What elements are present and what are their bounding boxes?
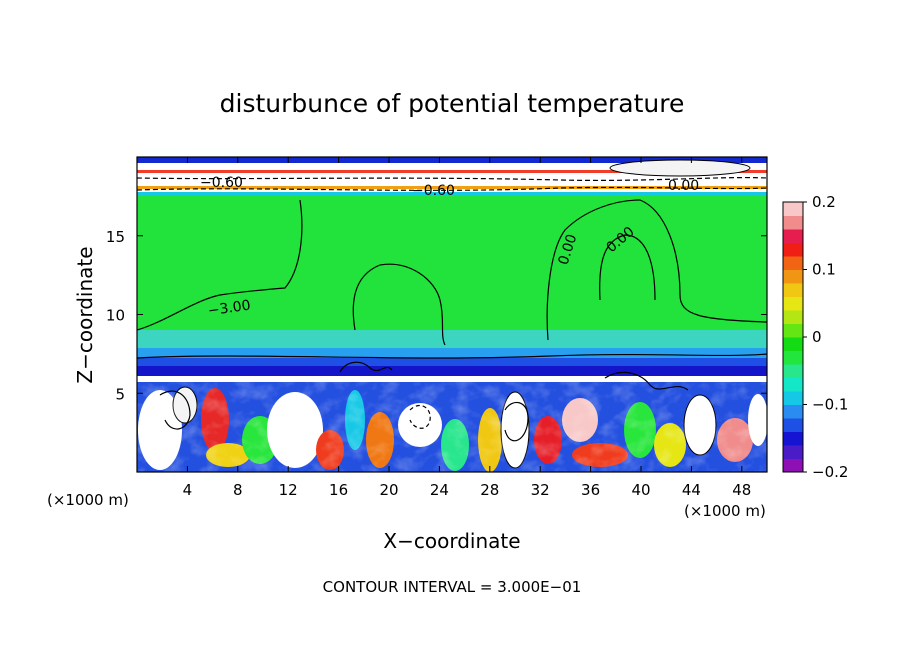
colorbar-tick-label: −0.1 bbox=[812, 396, 848, 414]
mid-band-cyan bbox=[137, 330, 767, 350]
contour-label: −0.60 bbox=[200, 175, 243, 191]
colorbar-swatch bbox=[783, 242, 803, 257]
upper-band-blue bbox=[137, 157, 767, 165]
texture-overlay bbox=[137, 382, 767, 472]
x-tick-label: 48 bbox=[732, 481, 751, 499]
contour-interval-note: CONTOUR INTERVAL = 3.000E−01 bbox=[323, 578, 582, 596]
x-tick-label: 12 bbox=[279, 481, 298, 499]
mid-band-white bbox=[137, 376, 767, 382]
x-tick-label: 44 bbox=[682, 481, 701, 499]
y-tick-label: 10 bbox=[106, 307, 125, 325]
mid-band-blue bbox=[137, 358, 767, 368]
contour-lines bbox=[137, 176, 767, 442]
upper-band-orange bbox=[137, 186, 767, 189]
chart-title: disturbunce of potential temperature bbox=[220, 89, 685, 118]
x-tick-label: 4 bbox=[183, 481, 193, 499]
colorbar-swatch bbox=[783, 350, 803, 365]
x-axis-label: X−coordinate bbox=[383, 529, 520, 553]
x-unit-left: (×1000 m) bbox=[47, 491, 129, 509]
colorbar-swatch bbox=[783, 229, 803, 243]
colorbar-swatch bbox=[783, 215, 803, 230]
upper-band-cyan bbox=[137, 192, 767, 196]
colorbar-tick-label: −0.2 bbox=[812, 463, 848, 481]
colorbar-swatch bbox=[783, 323, 803, 338]
contour-label: −3.00 bbox=[207, 297, 252, 319]
colorbar-swatch bbox=[783, 337, 803, 351]
colorbar-swatch bbox=[783, 431, 803, 446]
upper-band-red bbox=[137, 170, 767, 173]
x-tick-label: 36 bbox=[581, 481, 600, 499]
y-tick-label: 15 bbox=[106, 228, 125, 246]
x-tick-label: 28 bbox=[480, 481, 499, 499]
x-tick-label: 16 bbox=[329, 481, 348, 499]
x-tick-label: 8 bbox=[233, 481, 243, 499]
x-unit-right: (×1000 m) bbox=[684, 502, 766, 520]
colorbar-swatch bbox=[783, 269, 803, 284]
x-tick-label: 24 bbox=[430, 481, 449, 499]
colorbar-swatch bbox=[783, 310, 803, 324]
mid-band-darkblue bbox=[137, 366, 767, 376]
x-tick-label: 20 bbox=[379, 481, 398, 499]
colorbar-swatch bbox=[783, 202, 803, 216]
colorbar-tick-label: 0.1 bbox=[812, 261, 836, 279]
colorbar-swatch bbox=[783, 296, 803, 311]
colorbar-swatch bbox=[783, 458, 803, 473]
colorbar-swatch bbox=[783, 256, 803, 270]
colorbar-swatch bbox=[783, 445, 803, 459]
colorbar-swatch bbox=[783, 377, 803, 392]
y-tick-label: 5 bbox=[115, 385, 125, 403]
y-axis: 5 10 15 bbox=[106, 228, 767, 403]
y-axis-label: Z−coordinate bbox=[73, 246, 97, 383]
colorbar-swatch bbox=[783, 404, 803, 419]
colorbar-swatch bbox=[783, 418, 803, 432]
colorbar-tick-label: 0 bbox=[812, 328, 822, 346]
x-tick-label: 32 bbox=[531, 481, 550, 499]
colorbar: 0.2 0.1 0 −0.1 −0.2 bbox=[782, 193, 848, 481]
contour-label: −0.60 bbox=[412, 183, 455, 199]
x-tick-label: 40 bbox=[631, 481, 650, 499]
colorbar-swatch bbox=[783, 391, 803, 405]
colorbar-swatch bbox=[783, 364, 803, 378]
x-axis: 4 8 12 16 20 24 28 32 36 40 44 48 bbox=[183, 157, 751, 499]
upper-white-cell bbox=[609, 159, 751, 177]
contour-label: 0.00 bbox=[668, 178, 699, 194]
plot-area bbox=[137, 157, 767, 472]
colorbar-tick-label: 0.2 bbox=[812, 193, 836, 211]
colorbar-swatch bbox=[783, 283, 803, 297]
